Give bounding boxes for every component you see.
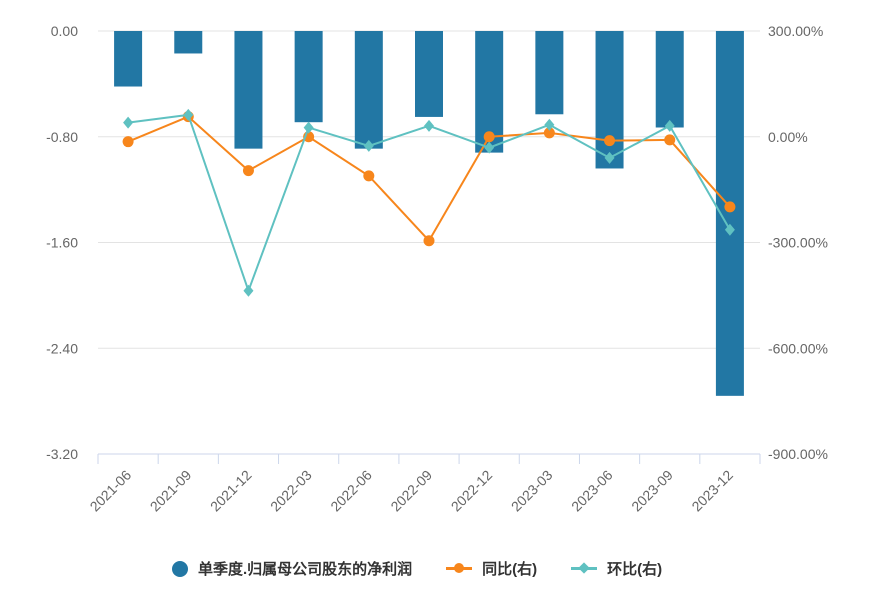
legend-item-yoy[interactable]: 同比(右) <box>446 558 537 579</box>
bar <box>354 31 383 149</box>
point-marker <box>363 139 374 152</box>
point-marker <box>484 141 495 154</box>
x-tick-label: 2022-09 <box>387 467 435 515</box>
right-tick-label: -600.00% <box>768 340 828 356</box>
right-tick-label: 0.00% <box>768 129 808 145</box>
legend-label: 单季度.归属母公司股东的净利润 <box>198 561 413 578</box>
x-tick-label: 2021-06 <box>87 467 135 515</box>
point-marker <box>543 127 555 139</box>
x-tick-label: 2021-12 <box>207 467 255 515</box>
point-marker <box>363 170 375 182</box>
point-marker <box>664 119 675 132</box>
x-tick-label: 2023-09 <box>628 467 676 515</box>
x-tick-label: 2023-03 <box>508 467 556 515</box>
series-line <box>127 115 731 243</box>
point-marker <box>544 118 555 131</box>
point-marker <box>724 201 736 213</box>
legend-label: 环比(右) <box>607 561 663 578</box>
point-marker <box>423 235 435 247</box>
legend-line-diamond-icon <box>571 562 598 574</box>
bar <box>234 31 263 149</box>
right-tick-label: -900.00% <box>768 446 828 462</box>
bar <box>114 31 143 87</box>
point-marker <box>243 284 254 297</box>
point-marker <box>303 121 314 134</box>
point-marker <box>483 131 495 143</box>
left-tick-label: -2.40 <box>46 340 78 356</box>
x-tick-label: 2023-06 <box>568 467 616 515</box>
point-marker <box>122 136 134 148</box>
x-tick-label: 2021-09 <box>147 467 195 515</box>
legend: 单季度.归属母公司股东的净利润 同比(右) 环比(右) <box>172 558 696 579</box>
point-marker <box>724 223 735 236</box>
x-tick-label: 2022-12 <box>448 467 496 515</box>
bar <box>655 31 684 128</box>
legend-line-circle-icon <box>446 563 473 573</box>
x-tick-label: 2022-06 <box>327 467 375 515</box>
x-tick-label: 2023-12 <box>688 467 736 515</box>
x-tick-label: 2022-03 <box>267 467 315 515</box>
legend-item-qoq[interactable]: 环比(右) <box>571 558 662 579</box>
left-tick-label: -0.80 <box>46 129 78 145</box>
right-tick-label: -300.00% <box>768 235 828 251</box>
point-marker <box>424 119 434 132</box>
point-marker <box>604 151 615 164</box>
bar <box>595 31 624 169</box>
legend-label: 同比(右) <box>482 561 538 578</box>
point-marker <box>123 116 134 129</box>
bar <box>535 31 564 115</box>
legend-item-net-profit[interactable]: 单季度.归属母公司股东的净利润 <box>172 558 412 579</box>
legend-circle-icon <box>172 560 188 577</box>
point-marker <box>664 134 676 146</box>
left-tick-label: -3.20 <box>46 446 78 462</box>
point-marker <box>183 108 194 121</box>
bar <box>415 31 443 117</box>
left-tick-label: -1.60 <box>46 235 78 251</box>
bar <box>174 31 203 54</box>
bar <box>294 31 323 123</box>
series-line <box>127 113 731 294</box>
point-marker <box>604 135 616 147</box>
left-tick-label: 0.00 <box>51 23 78 39</box>
right-tick-label: 300.00% <box>768 23 823 39</box>
point-marker <box>242 165 254 177</box>
